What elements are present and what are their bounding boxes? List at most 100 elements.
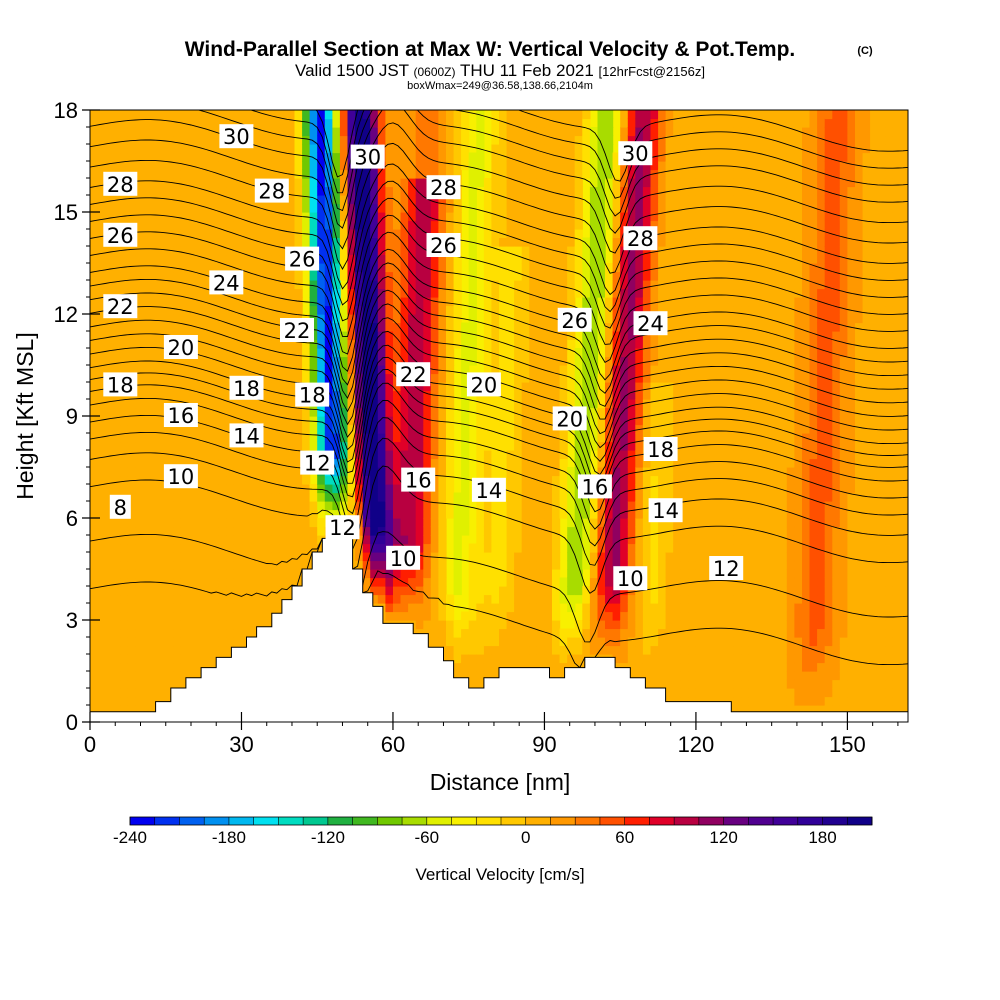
velocity-cell: [256, 543, 265, 553]
velocity-cell: [188, 161, 197, 171]
velocity-cell: [400, 399, 409, 409]
velocity-cell: [605, 552, 614, 562]
velocity-cell: [279, 416, 288, 426]
velocity-cell: [544, 569, 553, 579]
velocity-cell: [188, 280, 197, 290]
velocity-cell: [317, 195, 326, 205]
velocity-cell: [324, 229, 333, 239]
velocity-cell: [536, 280, 546, 290]
velocity-cell: [582, 543, 591, 553]
velocity-cell: [309, 118, 318, 128]
velocity-cell: [430, 271, 439, 281]
velocity-cell: [499, 144, 508, 154]
velocity-cell: [529, 492, 538, 502]
velocity-cell: [249, 458, 258, 468]
velocity-cell: [514, 110, 523, 120]
velocity-cell: [468, 645, 477, 655]
velocity-cell: [196, 144, 205, 154]
velocity-cell: [120, 339, 129, 349]
velocity-cell: [120, 671, 129, 681]
chart-title: Wind-Parallel Section at Max W: Vertical…: [185, 38, 796, 61]
velocity-cell: [514, 450, 523, 460]
velocity-cell: [506, 144, 515, 154]
velocity-cell: [90, 297, 99, 307]
velocity-cell: [605, 645, 614, 655]
velocity-cell: [226, 203, 235, 213]
velocity-cell: [574, 458, 583, 468]
velocity-cell: [97, 254, 106, 264]
velocity-cell: [506, 501, 515, 511]
velocity-cell: [506, 552, 515, 562]
velocity-cell: [233, 475, 243, 485]
velocity-cell: [317, 475, 326, 485]
velocity-cell: [226, 229, 235, 239]
velocity-cell: [294, 526, 303, 536]
velocity-cell: [620, 637, 629, 647]
velocity-cell: [332, 390, 341, 400]
velocity-cell: [233, 611, 243, 621]
velocity-cell: [339, 212, 349, 222]
velocity-cell: [226, 645, 235, 655]
velocity-cell: [438, 348, 447, 358]
velocity-cell: [150, 212, 159, 222]
velocity-cell: [264, 356, 273, 366]
velocity-cell: [143, 220, 152, 230]
velocity-cell: [574, 543, 583, 553]
velocity-cell: [483, 178, 493, 188]
velocity-cell: [400, 535, 409, 545]
velocity-cell: [597, 254, 606, 264]
velocity-cell: [393, 501, 402, 511]
velocity-cell: [218, 543, 227, 553]
velocity-cell: [552, 237, 561, 247]
velocity-cell: [355, 135, 364, 145]
velocity-cell: [112, 433, 121, 443]
velocity-cell: [393, 118, 402, 128]
velocity-cell: [180, 365, 190, 375]
velocity-cell: [127, 263, 137, 273]
velocity-cell: [264, 441, 273, 451]
velocity-cell: [294, 560, 303, 570]
velocity-cell: [385, 424, 394, 434]
velocity-cell: [453, 662, 462, 672]
velocity-cell: [377, 594, 386, 604]
velocity-cell: [339, 314, 349, 324]
velocity-cell: [567, 263, 576, 273]
velocity-cell: [544, 365, 553, 375]
velocity-cell: [446, 475, 455, 485]
velocity-cell: [264, 518, 273, 528]
velocity-cell: [105, 586, 114, 596]
velocity-cell: [377, 271, 386, 281]
velocity-cell: [529, 331, 538, 341]
velocity-cell: [574, 509, 583, 519]
velocity-cell: [135, 365, 144, 375]
velocity-cell: [468, 594, 477, 604]
velocity-cell: [97, 229, 106, 239]
velocity-cell: [544, 212, 553, 222]
velocity-cell: [514, 220, 523, 230]
velocity-cell: [324, 331, 333, 341]
velocity-cell: [408, 237, 417, 247]
velocity-cell: [499, 399, 508, 409]
velocity-cell: [143, 416, 152, 426]
velocity-cell: [294, 203, 303, 213]
velocity-cell: [279, 135, 288, 145]
velocity-cell: [544, 603, 553, 613]
velocity-cell: [620, 518, 629, 528]
velocity-cell: [105, 671, 114, 681]
velocity-cell: [408, 195, 417, 205]
velocity-cell: [620, 169, 629, 179]
velocity-cell: [173, 603, 182, 613]
velocity-cell: [385, 407, 394, 417]
velocity-cell: [180, 518, 190, 528]
velocity-cell: [355, 560, 364, 570]
velocity-cell: [430, 356, 439, 366]
velocity-cell: [536, 407, 546, 417]
velocity-cell: [499, 161, 508, 171]
velocity-cell: [173, 220, 182, 230]
velocity-cell: [491, 501, 500, 511]
velocity-cell: [339, 169, 349, 179]
velocity-cell: [105, 322, 114, 332]
velocity-cell: [188, 611, 197, 621]
velocity-cell: [430, 127, 439, 137]
velocity-cell: [196, 356, 205, 366]
